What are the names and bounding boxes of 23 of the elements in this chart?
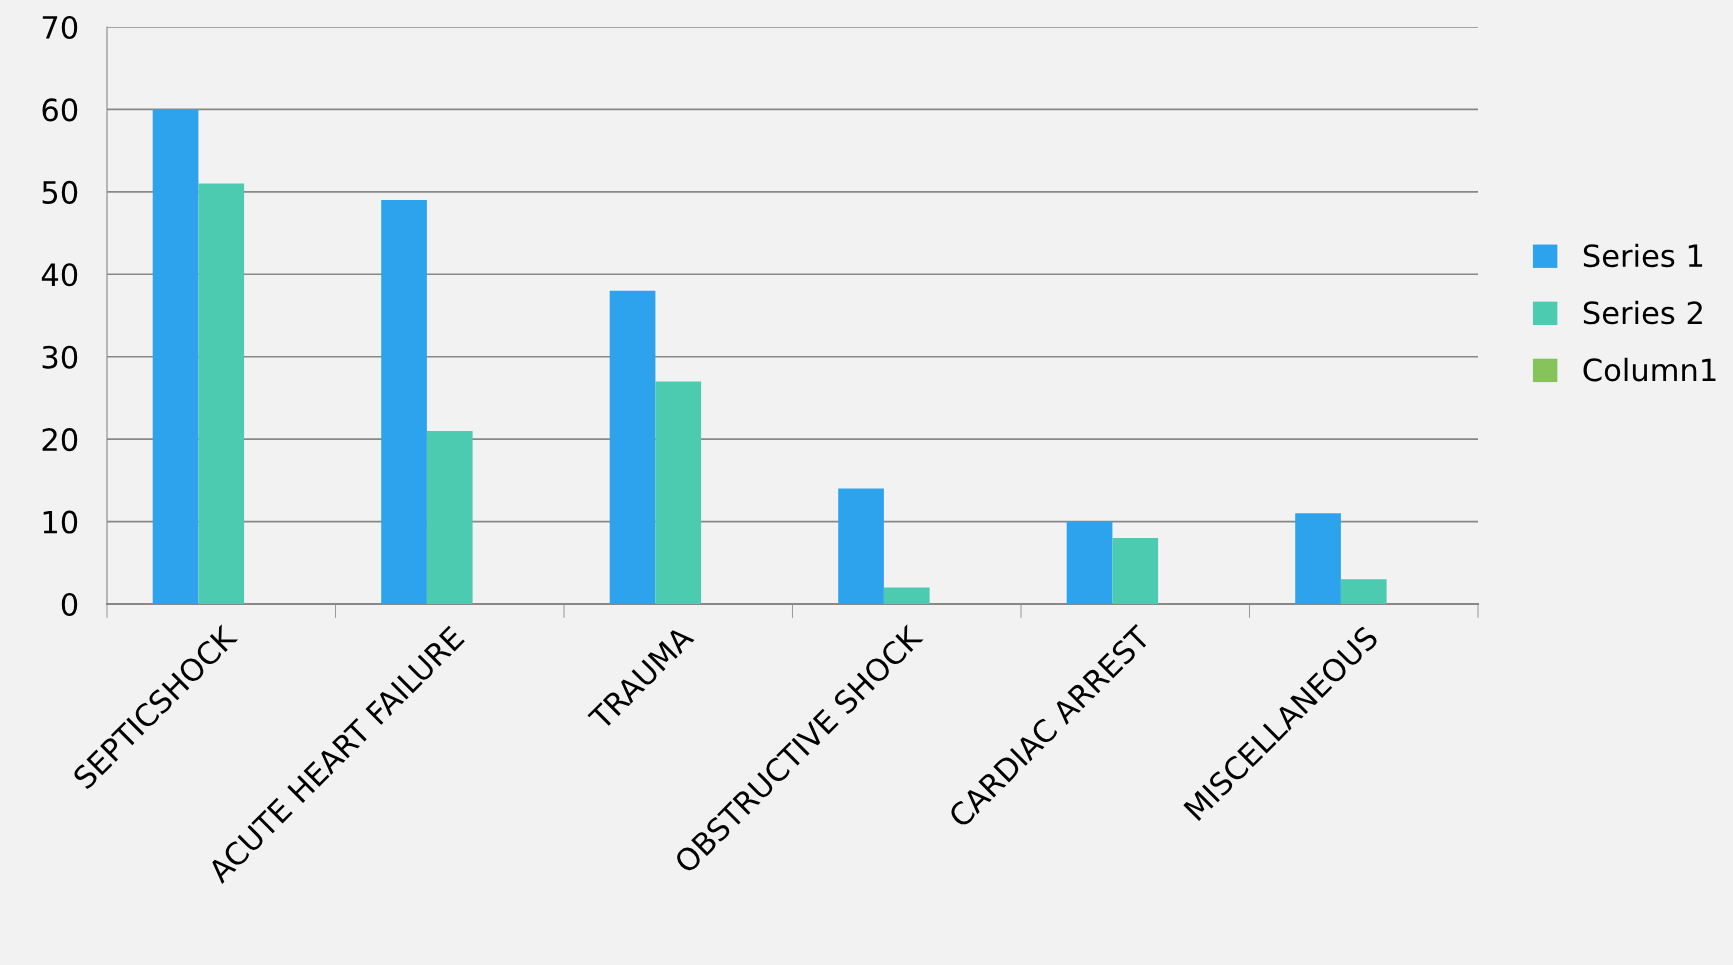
- bar: [426, 430, 473, 604]
- legend-label: Column1: [1583, 357, 1716, 382]
- y-tick-label: 10: [43, 510, 78, 534]
- bar: [381, 200, 427, 604]
- y-tick-label: 60: [42, 98, 78, 122]
- bar: [198, 183, 245, 604]
- bar: [883, 587, 930, 604]
- bar: [152, 109, 199, 604]
- bar: [1112, 538, 1159, 604]
- y-tick-label: 0: [61, 592, 78, 617]
- legend-label: Series 1: [1583, 243, 1703, 268]
- bar: [609, 290, 656, 604]
- y-tick-label: 20: [42, 428, 78, 452]
- y-tick-label: 40: [41, 263, 78, 287]
- bar: [1066, 521, 1113, 604]
- bar: [1340, 579, 1387, 604]
- y-tick-label: 30: [42, 345, 78, 369]
- y-tick-label: 70: [42, 15, 78, 40]
- legend-label: Series 2: [1583, 300, 1702, 325]
- bar: [838, 488, 884, 604]
- y-tick-label: 50: [42, 180, 78, 204]
- bar: [1295, 513, 1341, 604]
- bar: [655, 381, 702, 604]
